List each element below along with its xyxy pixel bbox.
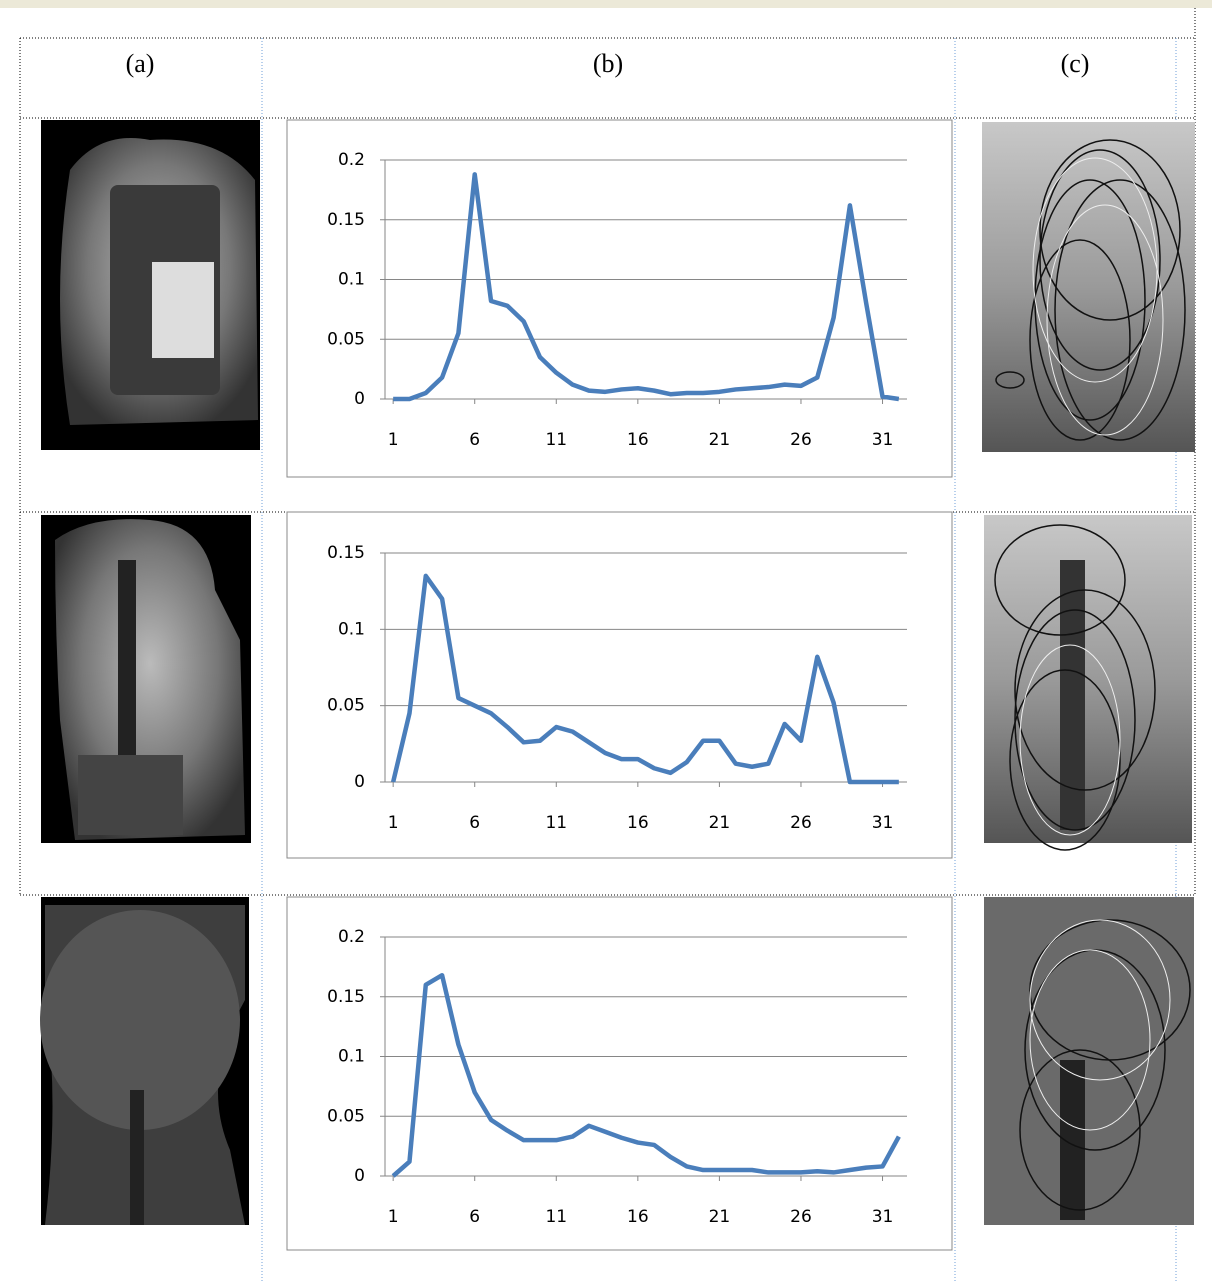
x-tick-label: 31 [872, 813, 894, 833]
ellipse-overlay-image [982, 122, 1195, 452]
y-tick-label: 0 [354, 772, 365, 792]
x-tick-label: 31 [872, 1207, 894, 1227]
y-tick-label: 0.05 [327, 696, 365, 716]
segmented-image [41, 515, 251, 843]
x-tick-label: 6 [469, 1207, 480, 1227]
x-tick-label: 1 [388, 813, 399, 833]
x-tick-label: 6 [469, 430, 480, 450]
x-tick-label: 26 [790, 1207, 812, 1227]
x-tick-label: 21 [709, 1207, 731, 1227]
ellipse-overlay-image [984, 515, 1192, 850]
chart-frame [287, 512, 952, 858]
column-header: (a) [126, 49, 155, 78]
y-tick-label: 0.1 [338, 1047, 365, 1067]
column-header: (c) [1061, 49, 1090, 78]
x-tick-label: 16 [627, 430, 649, 450]
y-tick-label: 0.05 [327, 329, 365, 349]
x-tick-label: 1 [388, 430, 399, 450]
figure: (a) (b) (c) [0, 0, 1212, 1281]
segmented-image [41, 120, 260, 450]
y-tick-label: 0.1 [338, 270, 365, 290]
top-strip [0, 0, 1212, 8]
x-tick-label: 16 [627, 1207, 649, 1227]
y-tick-label: 0.15 [327, 543, 365, 563]
x-tick-label: 21 [709, 813, 731, 833]
y-tick-label: 0.1 [338, 619, 365, 639]
y-tick-label: 0 [354, 389, 365, 409]
ellipse-overlay-image [984, 897, 1194, 1225]
y-tick-label: 0.15 [327, 987, 365, 1007]
page: {"columns": ["(a)", "(b)", "(c)"], "char… [0, 0, 1212, 1281]
x-tick-label: 11 [545, 430, 567, 450]
y-tick-label: 0.05 [327, 1106, 365, 1126]
x-tick-label: 26 [790, 430, 812, 450]
x-tick-label: 26 [790, 813, 812, 833]
x-tick-label: 31 [872, 430, 894, 450]
y-tick-label: 0 [354, 1166, 365, 1186]
chart-frame [287, 897, 952, 1250]
x-tick-label: 16 [627, 813, 649, 833]
x-tick-label: 11 [545, 813, 567, 833]
x-tick-label: 21 [709, 430, 731, 450]
x-tick-label: 11 [545, 1207, 567, 1227]
chart-frame [287, 120, 952, 477]
x-tick-label: 1 [388, 1207, 399, 1227]
column-header: (b) [593, 49, 623, 78]
y-tick-label: 0.15 [327, 210, 365, 230]
segmented-image [40, 897, 249, 1225]
y-tick-label: 0.2 [338, 150, 365, 170]
y-tick-label: 0.2 [338, 927, 365, 947]
x-tick-label: 6 [469, 813, 480, 833]
